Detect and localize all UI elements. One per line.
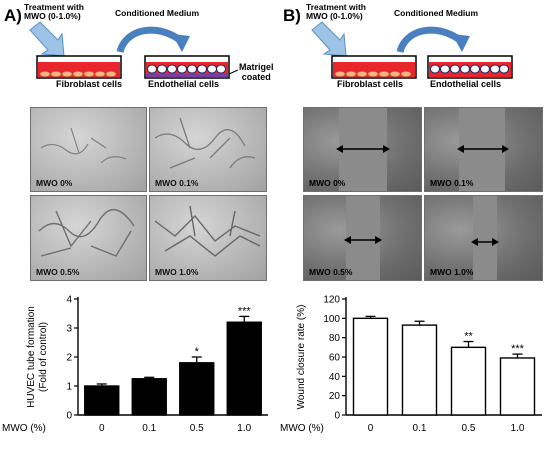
bar xyxy=(84,385,120,416)
micrograph-b-05: MWO 0.5% xyxy=(303,195,422,281)
micrograph-a-10: MWO 1.0% xyxy=(149,195,267,281)
micrograph-label: MWO 0.5% xyxy=(36,267,80,277)
micrograph-label: MWO 1.0% xyxy=(430,267,474,277)
micrograph-label: MWO 0.5% xyxy=(309,267,353,277)
x-tick-label: 0 xyxy=(368,423,374,434)
y-tick-label: 120 xyxy=(323,295,340,306)
panel-a-endothelial-label: Endothelial cells xyxy=(148,79,220,89)
curved-arrow-icon xyxy=(396,26,463,54)
micrograph-b-10: MWO 1.0% xyxy=(424,195,543,281)
y-tick-label: 100 xyxy=(323,314,340,325)
y-tick-label: 60 xyxy=(329,353,341,364)
micrograph-a-01: MWO 0.1% xyxy=(149,107,267,192)
significance-label: *** xyxy=(511,343,525,355)
x-tick-label: 1.0 xyxy=(237,423,251,434)
bar xyxy=(226,321,262,416)
panel-b-fibroblast-label: Fibroblast cells xyxy=(337,79,404,89)
y-axis-label-line: HUVEC tube formation xyxy=(26,306,37,408)
treatment-arrow-icon xyxy=(311,21,347,57)
panel-a-conditioned-label: Conditioned Medium xyxy=(115,8,200,18)
curved-arrow-icon xyxy=(116,26,183,54)
micrograph-a-05: MWO 0.5% xyxy=(30,195,147,281)
y-axis-label-line: Wound closure rate (%) xyxy=(296,305,307,410)
y-axis-label-line: (Fold of control) xyxy=(38,322,49,392)
treatment-arrow-icon xyxy=(29,21,65,57)
x-tick-label: 0.5 xyxy=(462,423,476,434)
panel-a-treatment-label: Treatment with MWO (0-1.0%) xyxy=(24,2,84,21)
panel-b-conditioned-label: Conditioned Medium xyxy=(394,8,479,18)
y-tick-label: 1 xyxy=(66,382,72,393)
bar xyxy=(179,362,215,416)
bar xyxy=(499,357,536,416)
y-tick-label: 0 xyxy=(334,411,340,422)
bar xyxy=(352,317,389,416)
y-tick-label: 2 xyxy=(66,353,72,364)
bar xyxy=(450,346,487,416)
panel-a-schematic xyxy=(29,21,239,79)
x-tick-label: 0 xyxy=(99,423,105,434)
panel-b-treatment-label: Treatment with MWO (0-1.0%) xyxy=(306,2,366,21)
panel-b-letter: B) xyxy=(283,6,301,25)
x-tick-label: 1.0 xyxy=(511,423,525,434)
micrograph-label: MWO 0% xyxy=(309,178,346,188)
x-axis-label: MWO (%) xyxy=(280,423,324,434)
micrograph-label: MWO 1.0% xyxy=(155,267,199,277)
significance-label: *** xyxy=(238,305,252,317)
y-tick-label: 40 xyxy=(329,372,341,383)
panel-b-schematic xyxy=(311,21,513,79)
panel-a-fibroblast-label: Fibroblast cells xyxy=(56,79,123,89)
y-axis-label: HUVEC tube formation(Fold of control) xyxy=(26,306,49,408)
panel-a-matrigel-label: Matrigel coated xyxy=(239,62,274,82)
x-tick-label: 0.1 xyxy=(413,423,427,434)
micrograph-a-0: MWO 0% xyxy=(30,107,147,192)
significance-label: * xyxy=(195,346,200,358)
micrograph-label: MWO 0.1% xyxy=(430,178,474,188)
y-tick-label: 4 xyxy=(66,295,72,306)
significance-label: ** xyxy=(464,331,473,343)
panel-a-letter: A) xyxy=(4,6,22,25)
y-tick-label: 3 xyxy=(66,324,72,335)
y-tick-label: 0 xyxy=(66,411,72,422)
y-tick-label: 20 xyxy=(329,391,341,402)
panel-b-endothelial-label: Endothelial cells xyxy=(430,79,502,89)
x-axis-label: MWO (%) xyxy=(2,423,46,434)
bar xyxy=(131,378,167,416)
micrograph-b-01: MWO 0.1% xyxy=(424,107,543,192)
y-tick-label: 80 xyxy=(329,333,341,344)
y-axis-label: Wound closure rate (%) xyxy=(296,305,307,410)
chart-a: 0 1 2 3 4 HUVEC tube formation(Fold of contro… xyxy=(2,295,268,434)
micrograph-label: MWO 0% xyxy=(36,178,73,188)
bar xyxy=(401,324,438,416)
micrograph-label: MWO 0.1% xyxy=(155,178,199,188)
x-tick-label: 0.1 xyxy=(142,423,156,434)
x-tick-label: 0.5 xyxy=(190,423,204,434)
chart-b: 0 20 40 60 80 100 120 Wound closure rate (%) 0 0.… xyxy=(280,295,542,434)
micrograph-b-0: MWO 0% xyxy=(303,107,422,192)
